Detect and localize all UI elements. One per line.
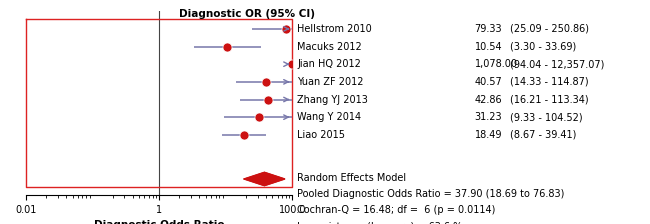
Text: (25.09 - 250.86): (25.09 - 250.86) xyxy=(510,24,590,34)
Text: (9.33 - 104.52): (9.33 - 104.52) xyxy=(510,112,583,122)
Polygon shape xyxy=(244,172,285,186)
Text: Random Effects Model: Random Effects Model xyxy=(297,173,406,183)
Text: 40.57: 40.57 xyxy=(474,77,502,87)
Text: 10.54: 10.54 xyxy=(474,41,502,52)
Text: 42.86: 42.86 xyxy=(474,95,502,105)
Text: (8.67 - 39.41): (8.67 - 39.41) xyxy=(510,130,577,140)
Text: Pooled Diagnostic Odds Ratio = 37.90 (18.69 to 76.83): Pooled Diagnostic Odds Ratio = 37.90 (18… xyxy=(297,189,564,199)
Text: Zhang YJ 2013: Zhang YJ 2013 xyxy=(297,95,368,105)
Text: 79.33: 79.33 xyxy=(474,24,502,34)
Text: Hellstrom 2010: Hellstrom 2010 xyxy=(297,24,372,34)
Text: (16.21 - 113.34): (16.21 - 113.34) xyxy=(510,95,589,105)
Text: Inconsistency (I-square) = 63.6 %: Inconsistency (I-square) = 63.6 % xyxy=(297,222,462,224)
Text: Liao 2015: Liao 2015 xyxy=(297,130,345,140)
Text: 31.23: 31.23 xyxy=(474,112,502,122)
Text: 18.49: 18.49 xyxy=(474,130,502,140)
Text: Jian HQ 2012: Jian HQ 2012 xyxy=(297,59,361,69)
Text: Wang Y 2014: Wang Y 2014 xyxy=(297,112,361,122)
Text: Yuan ZF 2012: Yuan ZF 2012 xyxy=(297,77,363,87)
Text: (94.04 - 12,357.07): (94.04 - 12,357.07) xyxy=(510,59,604,69)
Text: (14.33 - 114.87): (14.33 - 114.87) xyxy=(510,77,589,87)
Text: (3.30 - 33.69): (3.30 - 33.69) xyxy=(510,41,577,52)
X-axis label: Diagnostic Odds Ratio: Diagnostic Odds Ratio xyxy=(94,220,224,224)
Text: Diagnostic OR (95% CI): Diagnostic OR (95% CI) xyxy=(179,9,315,19)
Text: 1,078.00: 1,078.00 xyxy=(474,59,517,69)
Text: Cochran-Q = 16.48; df =  6 (p = 0.0114): Cochran-Q = 16.48; df = 6 (p = 0.0114) xyxy=(297,205,495,215)
Text: Macuks 2012: Macuks 2012 xyxy=(297,41,362,52)
